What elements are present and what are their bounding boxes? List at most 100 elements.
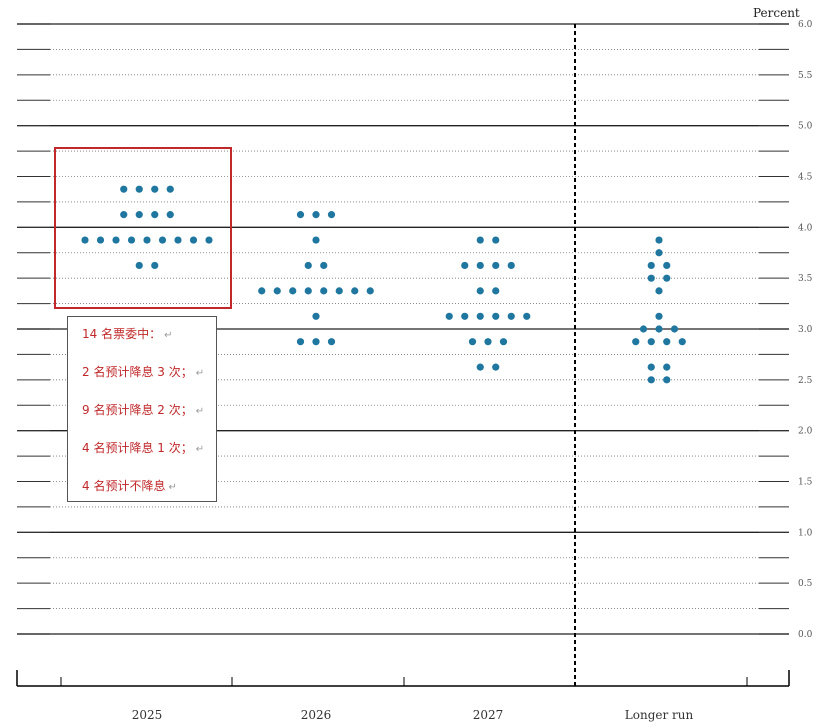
dot-point bbox=[189, 236, 198, 244]
dot-point bbox=[151, 261, 159, 270]
dot-point bbox=[647, 363, 655, 371]
dot-point bbox=[320, 287, 328, 295]
y-tick-label: 1.5 bbox=[798, 478, 813, 488]
dot-point bbox=[632, 338, 640, 346]
y-tick-label: 2.0 bbox=[798, 427, 813, 437]
dot-point bbox=[327, 338, 336, 346]
dot-point bbox=[499, 338, 508, 346]
x-category-label: Longer run bbox=[625, 708, 694, 722]
dot-point bbox=[445, 312, 453, 320]
dot-point bbox=[351, 287, 359, 295]
dot-point bbox=[312, 236, 320, 244]
dot-point bbox=[523, 312, 531, 320]
return-mark-icon: ↵ bbox=[195, 444, 205, 455]
dot-point bbox=[484, 338, 492, 346]
dot-point bbox=[639, 325, 648, 333]
dot-point bbox=[151, 211, 159, 219]
dot-point bbox=[655, 312, 663, 320]
dot-point bbox=[492, 312, 500, 320]
dot-point bbox=[492, 261, 500, 270]
dot-point bbox=[312, 211, 320, 219]
dot-point bbox=[120, 185, 128, 193]
y-tick-label: 6.0 bbox=[798, 20, 813, 30]
x-axis-category-labels: 2025 2026 2027 Longer run bbox=[132, 708, 694, 722]
annotation-box: 14 名票委中： ↵ 2 名预计降息 3 次； ↵ 9 名预计降息 2 次； ↵ 4 … bbox=[67, 316, 217, 502]
dot-point bbox=[461, 312, 469, 320]
return-mark-icon: ↵ bbox=[195, 368, 205, 379]
dot-point bbox=[647, 376, 655, 384]
dot-point bbox=[366, 287, 374, 295]
y-tick-label: 5.5 bbox=[798, 71, 813, 81]
dot-point bbox=[258, 287, 266, 295]
dot-point bbox=[166, 211, 174, 219]
annotation-line-4: 4 名预计降息 1 次； ↵ bbox=[82, 441, 205, 455]
dot-point bbox=[151, 185, 159, 193]
dot-point bbox=[127, 236, 136, 244]
dot-point bbox=[647, 338, 655, 346]
dot-point bbox=[135, 261, 143, 270]
dot-point bbox=[327, 211, 336, 219]
dot-point bbox=[135, 185, 143, 193]
dot-point bbox=[655, 236, 663, 244]
dot-point bbox=[655, 325, 663, 333]
return-mark-icon: ↵ bbox=[164, 330, 173, 341]
dot-point bbox=[492, 236, 500, 244]
dot-point bbox=[647, 274, 655, 282]
dot-point bbox=[320, 261, 328, 270]
x-category-label: 2027 bbox=[473, 708, 504, 722]
y-tick-label: 3.5 bbox=[798, 274, 813, 284]
dot-point bbox=[166, 185, 174, 193]
dot-point bbox=[174, 236, 182, 244]
dot-point bbox=[158, 236, 167, 244]
grid-lines bbox=[17, 23, 789, 635]
dot-point bbox=[663, 338, 671, 346]
dot-point bbox=[120, 211, 128, 219]
annotation-line-5: 4 名预计不降息 ↵ bbox=[82, 479, 177, 493]
dot-point bbox=[273, 287, 281, 295]
dot-point bbox=[670, 325, 679, 333]
y-tick-label: 4.0 bbox=[798, 223, 813, 233]
return-mark-icon: ↵ bbox=[168, 482, 177, 493]
dot-point bbox=[81, 236, 89, 244]
annotation-line-2: 2 名预计降息 3 次； ↵ bbox=[82, 365, 205, 379]
unit-label: Percent bbox=[753, 6, 800, 20]
dot-point bbox=[655, 249, 663, 257]
dot-point bbox=[304, 261, 312, 270]
y-tick-label: 1.0 bbox=[798, 528, 813, 538]
dot-point bbox=[135, 211, 143, 219]
dot-point bbox=[663, 261, 671, 270]
dot-point bbox=[96, 236, 105, 244]
annotation-line-3: 9 名预计降息 2 次； ↵ bbox=[82, 403, 205, 417]
dot-point bbox=[476, 236, 484, 244]
dot-point bbox=[304, 287, 312, 295]
dot-point bbox=[507, 312, 515, 320]
dot-point bbox=[678, 338, 686, 346]
y-tick-label: 5.0 bbox=[798, 122, 813, 132]
dot-point bbox=[655, 287, 663, 295]
dot-point bbox=[289, 287, 297, 295]
dot-point bbox=[468, 338, 477, 346]
dot-point bbox=[647, 261, 655, 270]
dot-point bbox=[335, 287, 343, 295]
y-tick-label: 0.0 bbox=[798, 630, 813, 640]
return-mark-icon: ↵ bbox=[195, 406, 205, 417]
x-category-label: 2026 bbox=[301, 708, 332, 722]
x-axis bbox=[16, 670, 790, 687]
annotation-line-1: 14 名票委中： ↵ bbox=[82, 327, 173, 341]
dot-point bbox=[312, 312, 320, 320]
dots bbox=[81, 185, 686, 384]
dot-point bbox=[476, 312, 484, 320]
dot-point bbox=[312, 338, 320, 346]
dot-point bbox=[143, 236, 151, 244]
dot-point bbox=[663, 363, 671, 371]
dot-point bbox=[476, 261, 484, 270]
dot-point bbox=[296, 211, 305, 219]
dot-point bbox=[476, 287, 484, 295]
x-category-label: 2025 bbox=[132, 708, 163, 722]
dot-point bbox=[476, 363, 484, 371]
dot-point bbox=[492, 363, 500, 371]
dot-point bbox=[461, 261, 469, 270]
dot-point bbox=[663, 274, 671, 282]
